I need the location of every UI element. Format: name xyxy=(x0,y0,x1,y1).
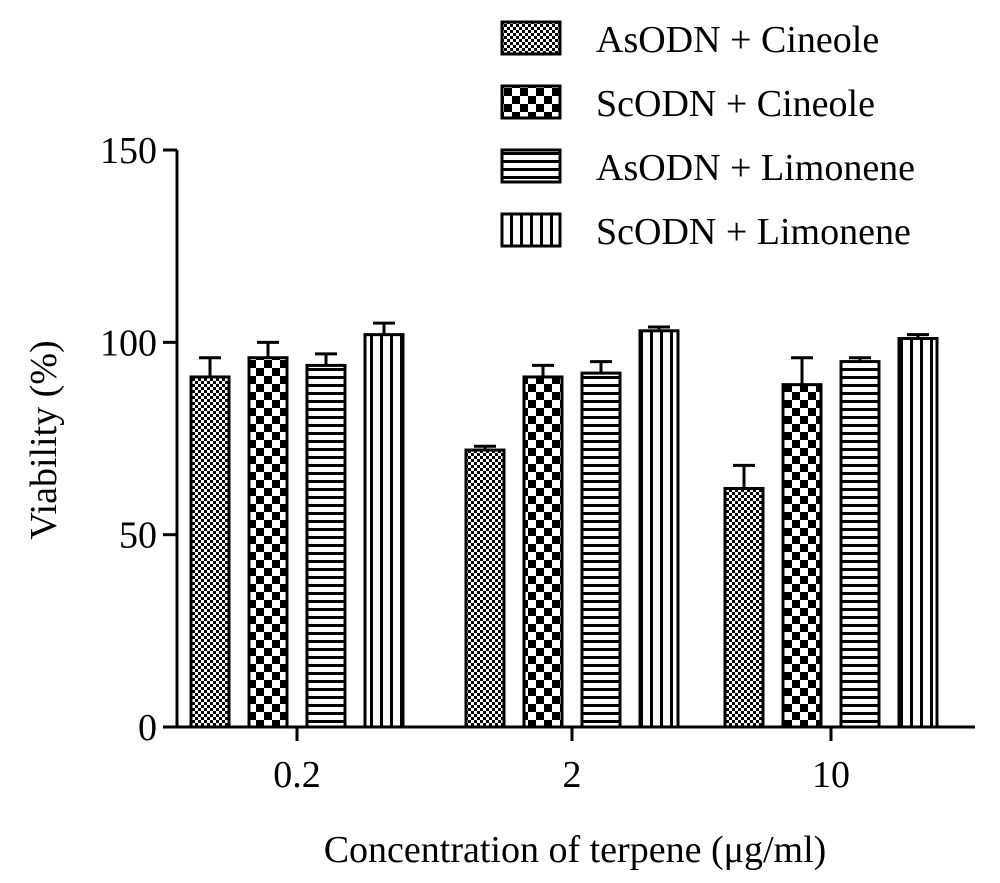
bar xyxy=(189,375,231,729)
bar xyxy=(363,333,405,729)
x-tick-label: 0.2 xyxy=(273,754,321,796)
bar xyxy=(638,329,680,729)
legend-label: ScODN + Cineole xyxy=(596,83,875,125)
y-tick-label: 100 xyxy=(100,322,157,364)
legend-label: ScODN + Limonene xyxy=(596,211,911,253)
bar xyxy=(781,383,823,729)
legend-swatch xyxy=(500,212,562,248)
bar xyxy=(305,363,347,729)
bar xyxy=(464,448,506,729)
bar xyxy=(723,487,765,729)
legend-swatch xyxy=(500,84,562,120)
y-tick-label: 50 xyxy=(119,515,157,557)
x-tick-label: 10 xyxy=(812,754,850,796)
bar xyxy=(839,360,881,729)
legend-swatch xyxy=(500,20,562,56)
y-tick-label: 0 xyxy=(138,707,157,749)
x-tick-label: 2 xyxy=(563,754,582,796)
bar xyxy=(522,375,564,729)
y-axis-title: Viability (%) xyxy=(23,340,65,539)
legend-label: AsODN + Limonene xyxy=(596,147,915,189)
legend-swatch xyxy=(500,148,562,184)
bar xyxy=(247,356,289,729)
x-axis-title: Concentration of terpene (μg/ml) xyxy=(324,829,827,871)
bar xyxy=(897,336,939,729)
bar xyxy=(580,371,622,729)
legend-label: AsODN + Cineole xyxy=(596,19,879,61)
y-tick-label: 150 xyxy=(100,130,157,172)
